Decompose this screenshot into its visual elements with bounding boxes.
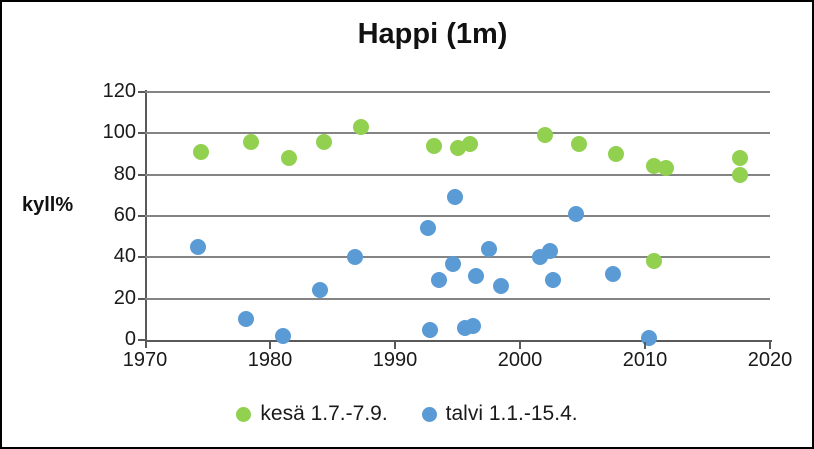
data-point-talvi: [542, 243, 558, 260]
x-tick-1980: [269, 342, 271, 349]
gridline-y-100: [145, 132, 770, 135]
data-point-talvi: [419, 220, 436, 237]
y-tick-40: [138, 256, 145, 259]
data-point-talvi: [464, 317, 481, 334]
x-tick-1990: [394, 342, 396, 349]
data-point-kesa: [732, 150, 748, 167]
data-point-kesa: [645, 158, 662, 175]
data-point-talvi: [480, 241, 497, 258]
x-axis-line: [145, 340, 772, 342]
data-point-kesa: [449, 139, 466, 156]
data-point-talvi: [444, 255, 461, 272]
y-tick-label-20: 20: [113, 286, 136, 309]
y-tick-label-40: 40: [113, 245, 136, 268]
legend-item-talvi: talvi 1.1.-15.4.: [421, 402, 578, 426]
data-point-kesa: [462, 135, 478, 152]
x-tick-2020: [769, 342, 771, 349]
data-point-kesa: [425, 137, 442, 154]
data-point-kesa: [280, 150, 297, 167]
data-point-talvi: [422, 321, 438, 338]
data-point-talvi: [568, 205, 585, 222]
legend: kesä 1.7.-7.9. talvi 1.1.-15.4.: [2, 402, 812, 426]
data-point-kesa: [353, 119, 370, 136]
data-point-kesa: [732, 166, 748, 183]
x-tick-label-2000: 2000: [497, 349, 543, 371]
data-point-talvi: [347, 249, 363, 266]
data-point-kesa: [537, 127, 553, 144]
x-tick-2010: [644, 342, 646, 349]
x-tick-label-1980: 1980: [247, 349, 293, 371]
y-tick-label-80: 80: [113, 162, 136, 185]
gridline-y-60: [145, 215, 770, 217]
data-point-talvi: [468, 267, 485, 284]
y-tick-label-0: 0: [124, 328, 136, 350]
data-point-talvi: [544, 272, 561, 289]
y-axis-title: kyll%: [22, 194, 74, 216]
data-point-kesa: [570, 135, 587, 152]
y-tick-60: [138, 215, 145, 217]
legend-label-kesa: kesä 1.7.-7.9.: [260, 402, 388, 425]
chart-title: Happi (1m): [357, 18, 508, 50]
data-point-talvi: [274, 327, 291, 344]
data-point-talvi: [447, 189, 463, 206]
y-tick-100: [138, 132, 145, 135]
x-tick-label-1970: 1970: [122, 349, 168, 371]
gridline-y-20: [145, 297, 770, 300]
y-tick-120: [138, 91, 145, 93]
data-point-kesa: [608, 146, 625, 162]
talvi-series-swatch-icon: [421, 406, 437, 422]
y-tick-label-60: 60: [113, 204, 136, 226]
x-tick-2000: [519, 342, 521, 349]
plot-area: [145, 91, 770, 346]
y-axis-line: [145, 90, 147, 348]
x-tick-label-1990: 1990: [372, 349, 418, 371]
data-point-talvi: [312, 282, 328, 299]
y-tick-0: [138, 339, 145, 341]
kesa-series-swatch-icon: [236, 406, 252, 422]
data-point-talvi: [493, 278, 510, 295]
data-point-kesa: [658, 160, 675, 177]
data-point-kesa: [243, 133, 260, 150]
x-tick-label-2010: 2010: [622, 349, 668, 371]
data-point-talvi: [604, 265, 621, 282]
legend-label-talvi: talvi 1.1.-15.4.: [445, 402, 578, 425]
data-point-kesa: [193, 143, 210, 160]
data-point-talvi: [640, 329, 657, 346]
data-point-talvi: [430, 272, 447, 289]
y-tick-20: [138, 297, 145, 300]
data-point-kesa: [645, 253, 662, 270]
y-tick-label-120: 120: [102, 80, 136, 102]
y-tick-label-100: 100: [102, 121, 136, 144]
data-point-kesa: [315, 133, 332, 150]
gridline-y-80: [145, 173, 770, 176]
gridline-y-120: [145, 91, 770, 93]
data-point-talvi: [189, 239, 206, 255]
y-tick-80: [138, 173, 145, 176]
x-tick-label-2020: 2020: [747, 349, 793, 371]
data-point-talvi: [238, 311, 255, 328]
legend-item-kesa: kesä 1.7.-7.9.: [236, 402, 388, 426]
